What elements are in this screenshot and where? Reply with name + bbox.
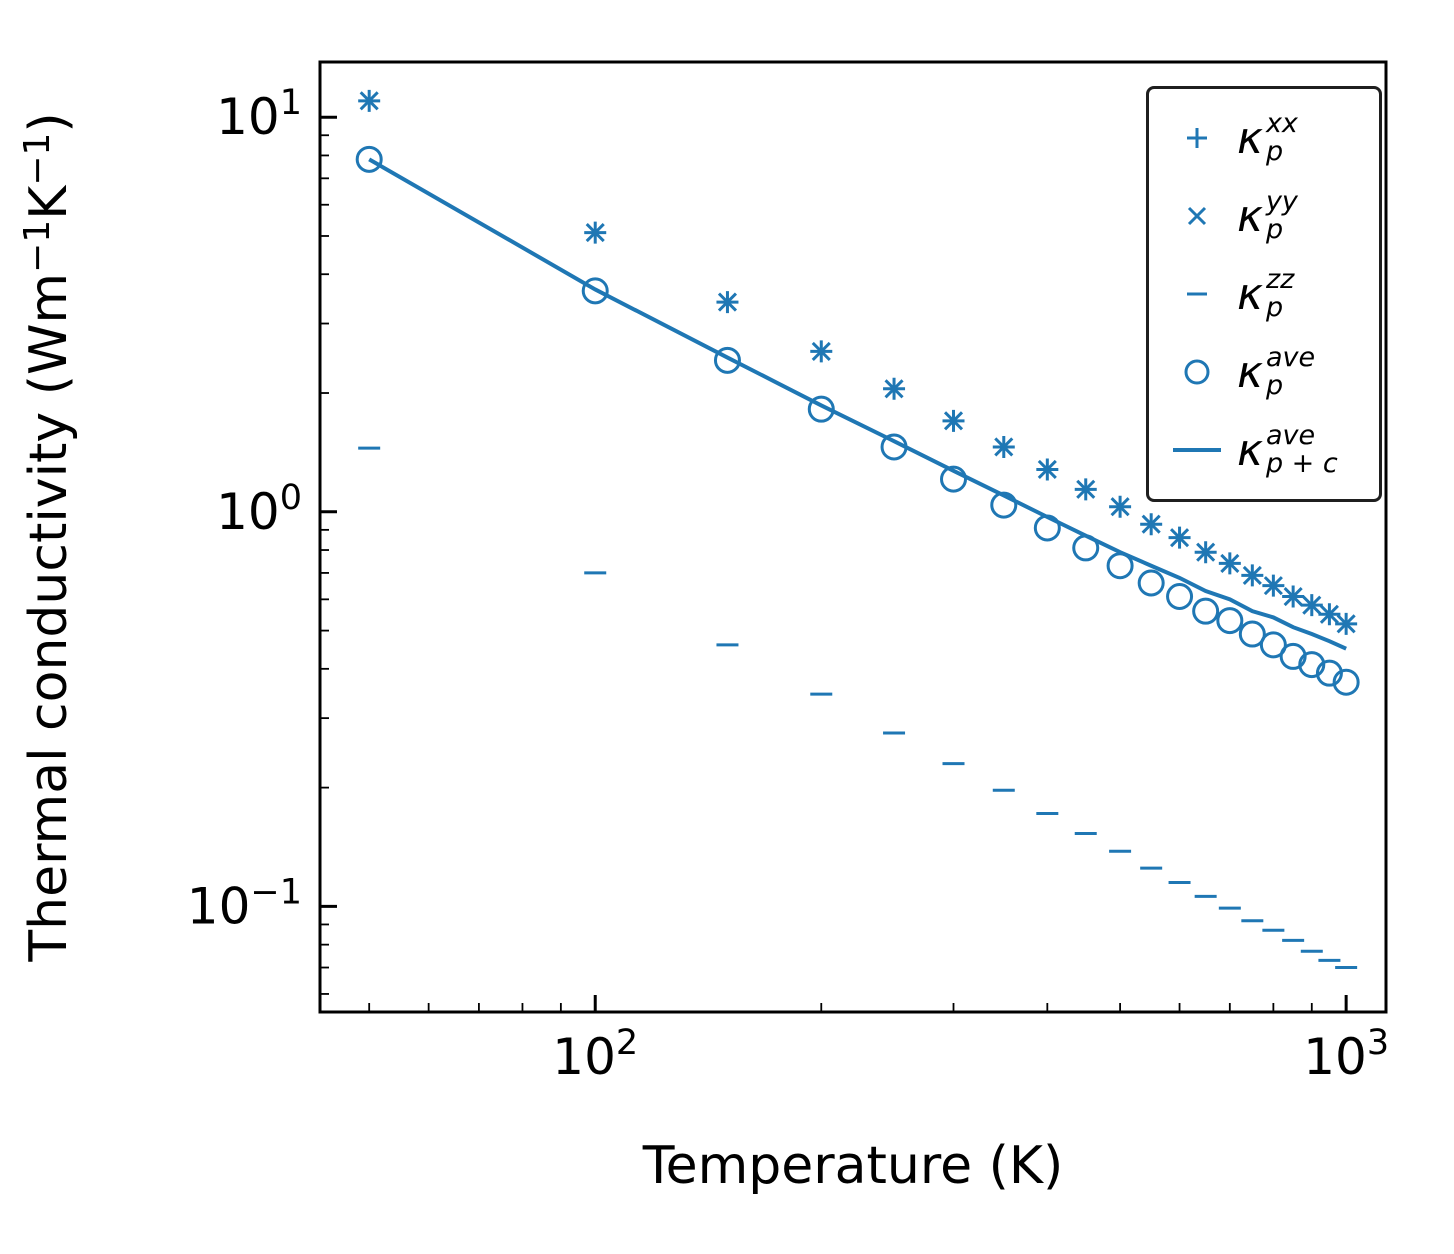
hline-marker-icon (1169, 271, 1225, 317)
y-tick-label: 101 (216, 83, 302, 146)
legend-item-kappa-p-xx: κ xx p (1169, 105, 1353, 171)
x-axis-ticks (368, 995, 1348, 1012)
y-tick-label: 10−1 (187, 872, 302, 935)
legend: κ xx p κ yy p κ zz p κ ave p κ ave p + c (1146, 86, 1382, 502)
legend-label-kappa-p-ave: κ ave p (1237, 341, 1316, 401)
legend-label-kappa-p-zz: κ zz p (1237, 263, 1295, 323)
series-kappa-p-zz (358, 446, 1358, 970)
circle-marker-icon (1169, 349, 1225, 395)
x-marker-icon (1169, 193, 1225, 239)
x-tick-label: 103 (1303, 1023, 1389, 1086)
legend-label-kappa-p-yy: κ yy p (1237, 185, 1298, 245)
x-axis-label: Temperature (K) (642, 1136, 1064, 1196)
legend-item-kappa-p-ave: κ ave p (1169, 339, 1353, 405)
legend-item-kappa-p-yy: κ yy p (1169, 183, 1353, 249)
series-kappa-p-yy (359, 91, 1356, 634)
x-tick-label: 102 (552, 1023, 638, 1086)
legend-item-kappa-p-zz: κ zz p (1169, 261, 1353, 327)
legend-label-kappa-p-xx: κ xx p (1237, 107, 1298, 167)
y-axis-label: Thermal conductivity (Wm−1K−1) (17, 112, 79, 962)
series-kappa-p-ave (355, 145, 1360, 696)
y-axis-ticks (320, 115, 337, 995)
y-tick-label: 100 (216, 478, 302, 541)
plot-frame (318, 60, 1388, 1014)
plus-marker-icon (1169, 115, 1225, 161)
line-marker-icon (1169, 427, 1225, 473)
legend-item-kappa-p-plus-c-ave: κ ave p + c (1169, 417, 1353, 483)
legend-label-kappa-p-plus-c-ave: κ ave p + c (1237, 419, 1338, 479)
